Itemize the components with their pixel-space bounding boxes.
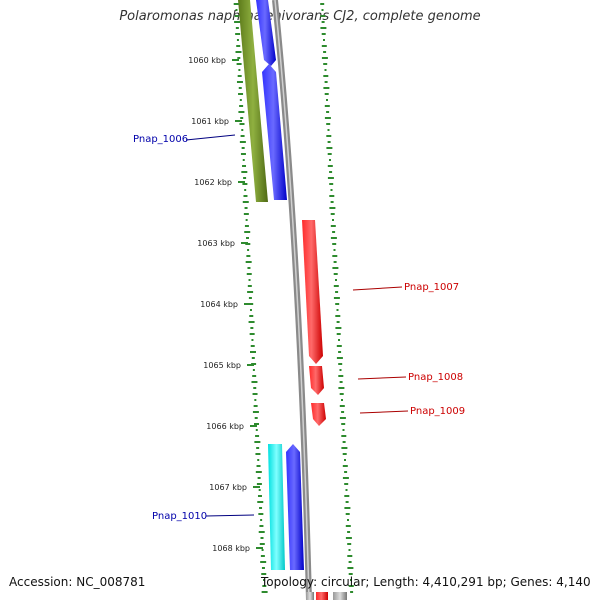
bottom-gray-block (306, 592, 314, 600)
leader-line-pnap-1009 (359, 410, 409, 414)
gc-skew-track (233, 3, 354, 593)
gene-label-pnap-1007[interactable]: Pnap_1007 (404, 282, 459, 293)
cds-block-pnap-1007 (302, 220, 323, 364)
cds-block-pnap-1006 (262, 64, 287, 200)
topology-text: Topology: circular; Length: 4,410,291 bp… (261, 575, 591, 589)
cds-block-top (256, 0, 276, 66)
gene-label-pnap-1008[interactable]: Pnap_1008 (408, 372, 463, 383)
accession-text: Accession: NC_008781 (9, 575, 146, 589)
cds-block-pnap-1010 (286, 444, 304, 570)
cds-block-pnap-1008 (309, 366, 324, 395)
genome-title: Polaromonas naphthalenivorans CJ2, compl… (119, 9, 481, 24)
ruler-label: 1066 kbp (206, 422, 244, 431)
leader-line-pnap-1007 (352, 286, 403, 291)
gene-label-pnap-1009[interactable]: Pnap_1009 (410, 406, 465, 417)
gene-label-pnap-1010[interactable]: Pnap_1010 (152, 511, 207, 522)
coordinate-ruler: 1060 kbp 1061 kbp 1062 kbp 1063 kbp 1064 kbp… (188, 56, 263, 553)
cyan-feature-bar (268, 444, 285, 570)
leader-line-pnap-1010 (205, 514, 255, 517)
leader-line-pnap-1006 (185, 134, 236, 141)
ruler-label: 1062 kbp (194, 178, 232, 187)
ruler-label: 1067 kbp (209, 483, 247, 492)
ruler-label: 1068 kbp (212, 544, 250, 553)
ruler-label: 1060 kbp (188, 56, 226, 65)
bottom-red-block (316, 592, 328, 600)
ruler-label: 1061 kbp (191, 117, 229, 126)
olive-feature-bar (238, 0, 268, 202)
ruler-label: 1065 kbp (203, 361, 241, 370)
cds-block-pnap-1009 (311, 403, 326, 426)
bottom-gray-block-2 (333, 592, 347, 600)
leader-line-pnap-1008 (357, 376, 407, 380)
gene-label-pnap-1006[interactable]: Pnap_1006 (133, 134, 188, 145)
ruler-label: 1064 kbp (200, 300, 238, 309)
ruler-label: 1063 kbp (197, 239, 235, 248)
